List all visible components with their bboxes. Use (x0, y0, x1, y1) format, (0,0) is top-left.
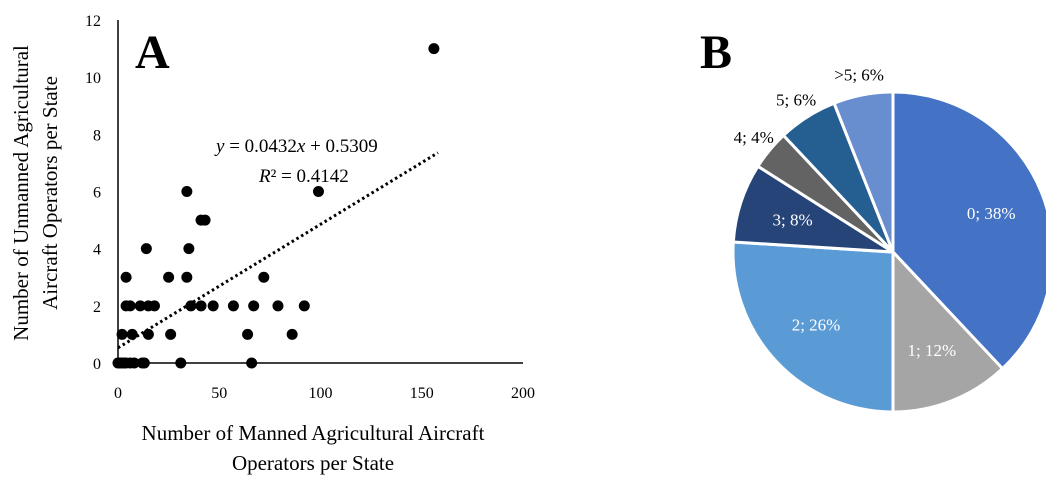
scatter-point (175, 357, 187, 369)
y-axis-label-line-1: Number of Unmanned Agricultural (9, 45, 33, 341)
equation-intercept: + 0.5309 (305, 136, 377, 157)
x-axis-label-line-2: Operators per State (232, 451, 394, 475)
pie-slice (832, 90, 895, 253)
scatter-point (207, 300, 219, 312)
scatter-point (248, 300, 260, 312)
y-tick-labels: 0 2 4 6 8 10 12 (85, 13, 101, 373)
trendline-equation: y = 0.0432x + 0.5309 (214, 136, 378, 157)
r-squared: R² = 0.4142 (258, 166, 349, 187)
r-squared-sup: ² (271, 166, 277, 187)
scatter-point (124, 300, 136, 312)
scatter-point (312, 186, 324, 197)
scatter-point (138, 357, 150, 369)
pie-slice-label: >5; 6% (834, 65, 884, 84)
pie-slice (731, 240, 895, 414)
scatter-point (183, 243, 195, 255)
trendline (117, 151, 439, 350)
y-tick-label: 6 (93, 185, 101, 202)
x-tick-label: 0 (114, 385, 122, 402)
x-tick-labels: 0 50 100 150 200 (114, 385, 535, 402)
y-tick-label: 12 (85, 13, 101, 30)
y-tick-label: 4 (93, 242, 101, 259)
scatter-point (165, 328, 177, 340)
scatter-point (134, 300, 146, 312)
y-tick-label: 2 (93, 299, 101, 316)
scatter-point (116, 328, 128, 340)
scatter-point (142, 328, 154, 340)
scatter-point (272, 300, 284, 312)
scatter-point (298, 300, 310, 312)
scatter-point (181, 271, 193, 283)
x-tick-label: 150 (410, 385, 434, 402)
scatter-point (185, 300, 197, 312)
panel-label-a: A (135, 26, 170, 79)
pie-slice-label: 2; 26% (792, 315, 841, 334)
scatter-point (195, 300, 207, 312)
scatter-point (286, 328, 298, 340)
scatter-point (140, 243, 152, 255)
x-tick-label: 200 (511, 385, 535, 402)
scatter-point (148, 300, 160, 312)
scatter-point (428, 43, 440, 55)
x-axis-label-line-1: Number of Manned Agricultural Aircraft (142, 421, 485, 445)
pie-slice-label: 5; 6% (776, 90, 816, 109)
pie-slice-label: 4; 4% (734, 128, 774, 147)
panel-label-b: B (700, 26, 732, 79)
scatter-point (227, 300, 239, 312)
scatter-point (258, 271, 270, 283)
x-tick-label: 100 (309, 385, 333, 402)
scatter-point (181, 186, 193, 197)
scatter-point (199, 214, 211, 226)
trendline-group (117, 151, 439, 350)
scatter-point (120, 271, 132, 283)
pie-slices (731, 90, 1046, 414)
r-squared-r: R (258, 166, 271, 187)
y-tick-label: 8 (93, 127, 101, 144)
scatter-point (246, 357, 258, 369)
scatter-points (112, 43, 440, 369)
pie-labels: 0; 38% 1; 12% 2; 26% 3; 8% 4; 4%5; 6% >5; 6% (734, 65, 1016, 360)
pie-slice (891, 248, 1005, 414)
scatter-point (128, 357, 140, 369)
pie-slice (891, 90, 1046, 371)
pie-slice-label: 1; 12% (908, 341, 957, 360)
y-tick-label: 0 (93, 356, 101, 373)
pie-slice-label: 0; 38% (967, 204, 1016, 223)
scatter-point (163, 271, 175, 283)
y-axis-label-line-2: Aircraft Operators per State (38, 76, 62, 310)
equation-y: y (214, 136, 225, 157)
pie-slice-label: 3; 8% (772, 210, 812, 229)
scatter-panel: A 0 2 4 6 8 10 12 0 50 100 150 200 y = 0.0432x + 0… (9, 13, 535, 475)
equation-slope: = 0.0432 (224, 136, 296, 157)
pie-panel: B 0; 38% 1; 12% 2; 26% 3; 8% 4; 4%5; 6% >5; 6… (700, 26, 1046, 414)
equation-x: x (296, 136, 306, 157)
x-tick-label: 50 (211, 385, 227, 402)
r-squared-value: = 0.4142 (276, 166, 348, 187)
scatter-point (126, 328, 138, 340)
y-tick-label: 10 (85, 70, 101, 87)
scatter-point (242, 328, 254, 340)
